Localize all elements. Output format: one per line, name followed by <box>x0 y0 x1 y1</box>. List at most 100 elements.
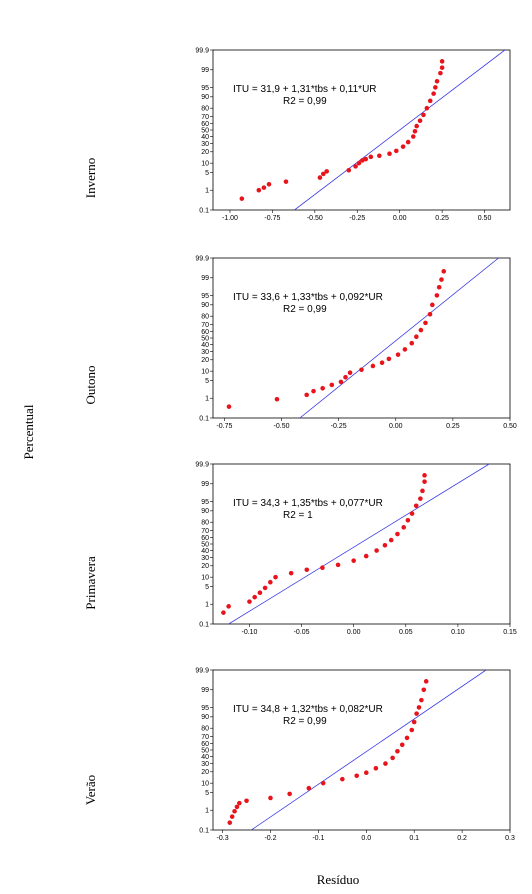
y-tick-label: 99.9 <box>195 667 209 674</box>
x-tick-label: 0.00 <box>389 423 403 430</box>
x-tick-label: -0.3 <box>217 835 229 842</box>
y-tick-label: 5 <box>205 170 209 177</box>
y-tick-label: 0.1 <box>199 415 209 422</box>
data-point <box>390 755 395 761</box>
data-point <box>329 382 335 388</box>
data-point <box>356 160 362 166</box>
y-tick-label: 20 <box>201 563 209 570</box>
r2-label: R2 = 0,99 <box>283 716 327 727</box>
y-tick-label: 80 <box>201 314 209 321</box>
y-tick-label: 5 <box>205 790 209 797</box>
data-point <box>409 340 415 346</box>
data-point <box>377 153 382 159</box>
data-point <box>338 379 344 385</box>
data-point <box>401 525 407 530</box>
y-tick-label: 95 <box>201 85 209 92</box>
y-tick-label: 0.1 <box>199 827 209 834</box>
data-point <box>409 511 415 516</box>
data-point <box>268 795 273 801</box>
data-point <box>431 91 436 96</box>
data-point <box>404 735 410 741</box>
y-tick-label: 5 <box>205 378 209 385</box>
y-tick-label: 99 <box>201 481 209 488</box>
data-point <box>402 347 408 352</box>
data-point <box>343 374 348 380</box>
data-point <box>335 562 341 568</box>
data-point <box>413 503 419 509</box>
y-tick-label: 80 <box>201 520 209 527</box>
data-point <box>273 574 278 580</box>
data-point <box>351 558 356 563</box>
data-point <box>320 780 326 786</box>
data-point <box>363 553 369 559</box>
x-tick-label: -0.25 <box>349 215 365 222</box>
y-tick-label: 50 <box>201 541 209 548</box>
data-point <box>311 388 316 394</box>
y-tick-label: 10 <box>201 369 209 376</box>
data-point <box>226 604 231 609</box>
equation-label: ITU = 34,3 + 1,35*tbs + 0,077*UR <box>233 498 383 509</box>
data-point <box>416 705 422 710</box>
data-point <box>374 548 379 553</box>
data-point <box>353 164 358 169</box>
data-point <box>419 697 424 703</box>
y-tick-label: 60 <box>201 535 209 542</box>
x-tick-label: 0.10 <box>451 629 465 636</box>
data-point <box>244 798 249 804</box>
data-point <box>379 360 385 366</box>
plot-frame <box>212 463 511 625</box>
y-tick-label: 99 <box>201 67 209 74</box>
data-point <box>320 386 325 391</box>
y-tick-label: 10 <box>201 575 209 582</box>
y-tick-label: 90 <box>201 714 209 721</box>
x-tick-label: -0.75 <box>264 215 280 222</box>
y-tick-label: 70 <box>201 114 209 121</box>
x-tick-label: 0.00 <box>347 629 361 636</box>
data-point <box>405 518 411 523</box>
y-tick-label: 5 <box>205 584 209 591</box>
data-point <box>287 791 292 797</box>
y-tick-label: 0.1 <box>199 207 209 214</box>
y-tick-label: 30 <box>201 555 209 562</box>
data-point <box>423 679 429 684</box>
x-tick-label: -0.75 <box>216 423 232 430</box>
data-point <box>261 185 267 190</box>
y-tick-label: 80 <box>201 726 209 733</box>
data-point <box>427 98 433 104</box>
y-tick-label: 99 <box>201 275 209 282</box>
data-point <box>237 800 242 806</box>
data-point <box>439 65 445 70</box>
y-tick-label: 50 <box>201 335 209 342</box>
data-point <box>423 320 428 326</box>
fit-line <box>299 258 499 418</box>
x-tick-label: -0.50 <box>307 215 323 222</box>
equation-label: ITU = 34,8 + 1,32*tbs + 0,082*UR <box>233 704 383 715</box>
x-tick-label: 0.25 <box>435 215 449 222</box>
data-point <box>436 284 442 290</box>
y-tick-label: 40 <box>201 548 209 555</box>
data-point <box>414 711 419 716</box>
y-tick-label: 40 <box>201 342 209 349</box>
data-point <box>427 312 433 317</box>
data-point <box>320 565 325 570</box>
y-tick-label: 0.1 <box>199 621 209 628</box>
data-point <box>418 496 423 501</box>
y-tick-label: 95 <box>201 293 209 300</box>
season-label: Verão <box>83 775 98 805</box>
y-tick-label: 60 <box>201 741 209 748</box>
season-label: Inverno <box>83 158 98 198</box>
fit-line <box>228 464 490 624</box>
x-tick-label: 0.50 <box>478 215 492 222</box>
y-tick-label: 60 <box>201 121 209 128</box>
data-point <box>234 804 240 810</box>
data-point <box>359 367 364 373</box>
data-point <box>368 154 374 160</box>
x-tick-label: 0.00 <box>393 215 407 222</box>
y-tick-label: 40 <box>201 134 209 141</box>
data-point <box>424 105 430 111</box>
y-tick-label: 1 <box>205 602 209 609</box>
data-point <box>324 169 330 174</box>
